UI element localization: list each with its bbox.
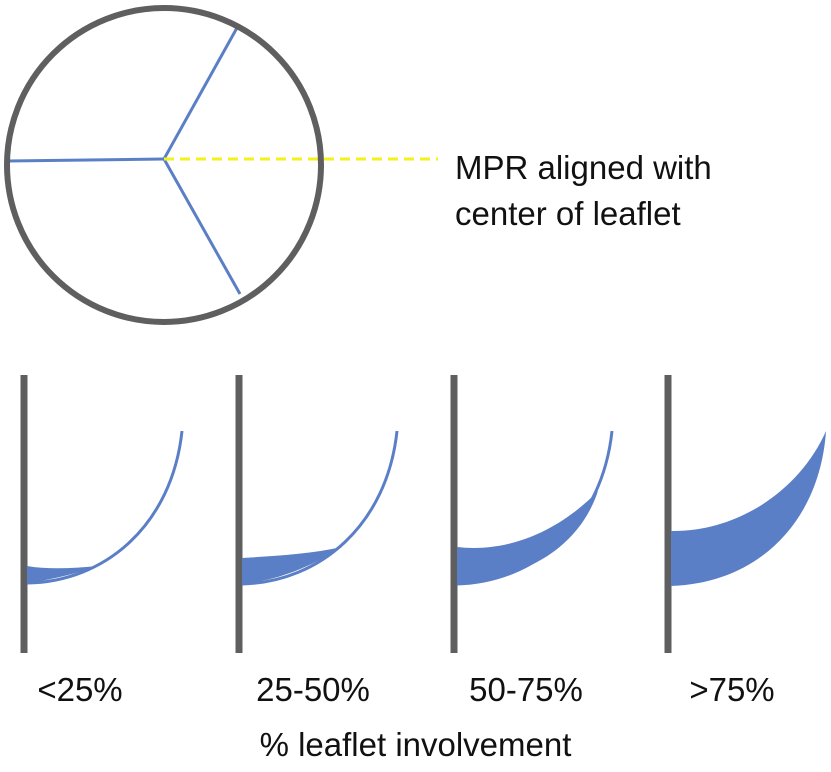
leaflet-commissure-line-top bbox=[162, 25, 240, 160]
category-label-50-75: 50-75% bbox=[469, 671, 583, 708]
mpr-annotation-line-2: center of leaflet bbox=[455, 195, 681, 232]
leaflet-curve bbox=[26, 430, 184, 585]
category-label-25-50: 25-50% bbox=[256, 671, 370, 708]
leaflet-panel-lt-25 bbox=[20, 375, 184, 653]
valve-cross-section bbox=[4, 5, 438, 325]
category-label-gt-75: >75% bbox=[689, 671, 775, 708]
leaflet-thickening-fill bbox=[457, 491, 598, 584]
leaflet-curve bbox=[241, 430, 399, 586]
leaflet-panel-25-50 bbox=[235, 375, 399, 653]
mpr-annotation-line-1: MPR aligned with bbox=[455, 149, 712, 186]
leaflet-commissure-line-left bbox=[7, 157, 165, 163]
leaflet-panel-50-75 bbox=[450, 375, 614, 653]
axis-label: % leaflet involvement bbox=[259, 726, 572, 763]
leaflet-commissure-line-bottom bbox=[162, 158, 242, 295]
leaflet-thickening-fill bbox=[242, 547, 342, 584]
mpr-annotation: MPR aligned with center of leaflet bbox=[455, 145, 712, 237]
leaflet-panel-gt-75 bbox=[664, 375, 826, 653]
leaflet-thickening-fill bbox=[671, 431, 826, 586]
leaflet-curve bbox=[456, 430, 614, 586]
valve-annulus-circle bbox=[4, 5, 324, 325]
leaflet-thickening-fill bbox=[27, 566, 98, 583]
category-label-lt-25: <25% bbox=[37, 671, 123, 708]
